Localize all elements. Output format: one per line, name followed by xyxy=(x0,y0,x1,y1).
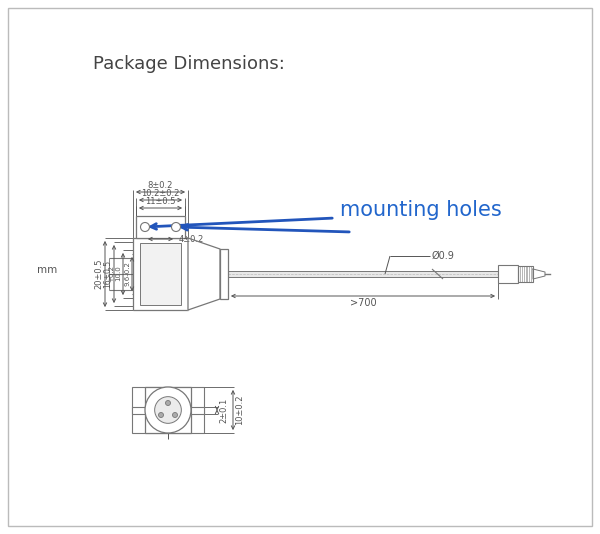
Bar xyxy=(140,243,181,305)
Text: 8±0.2: 8±0.2 xyxy=(148,181,173,190)
Text: 10.2±0.2: 10.2±0.2 xyxy=(142,189,179,198)
Polygon shape xyxy=(533,269,545,279)
Bar xyxy=(136,216,185,238)
Bar xyxy=(132,406,145,413)
Text: +0.2
10.0: +0.2 10.0 xyxy=(109,265,121,282)
Text: mounting holes: mounting holes xyxy=(340,200,502,220)
Text: 4±0.2: 4±0.2 xyxy=(179,234,204,244)
Circle shape xyxy=(158,412,163,418)
Circle shape xyxy=(155,397,181,423)
Text: 2±0.1: 2±0.1 xyxy=(219,397,228,422)
Bar xyxy=(132,387,204,433)
Text: Package Dimensions:: Package Dimensions: xyxy=(93,55,285,73)
Text: 20±0.5: 20±0.5 xyxy=(94,259,103,289)
Text: 11±0.5: 11±0.5 xyxy=(145,197,176,206)
Circle shape xyxy=(172,223,181,232)
Bar xyxy=(145,387,191,433)
Text: Ø0.9: Ø0.9 xyxy=(432,251,455,261)
Bar xyxy=(518,266,533,282)
Polygon shape xyxy=(188,238,220,310)
Text: mm: mm xyxy=(37,265,57,275)
Text: >700: >700 xyxy=(350,298,376,308)
Circle shape xyxy=(166,400,170,405)
Bar xyxy=(228,271,498,277)
Bar xyxy=(498,265,518,283)
Bar xyxy=(133,238,188,310)
Circle shape xyxy=(173,412,178,418)
Bar xyxy=(191,406,204,413)
Circle shape xyxy=(145,387,191,433)
Text: 16±0.5: 16±0.5 xyxy=(103,260,112,288)
Bar xyxy=(220,249,228,299)
Circle shape xyxy=(140,223,149,232)
Text: 9.6-0.2: 9.6-0.2 xyxy=(124,262,130,286)
Text: 10±0.2: 10±0.2 xyxy=(235,395,244,425)
